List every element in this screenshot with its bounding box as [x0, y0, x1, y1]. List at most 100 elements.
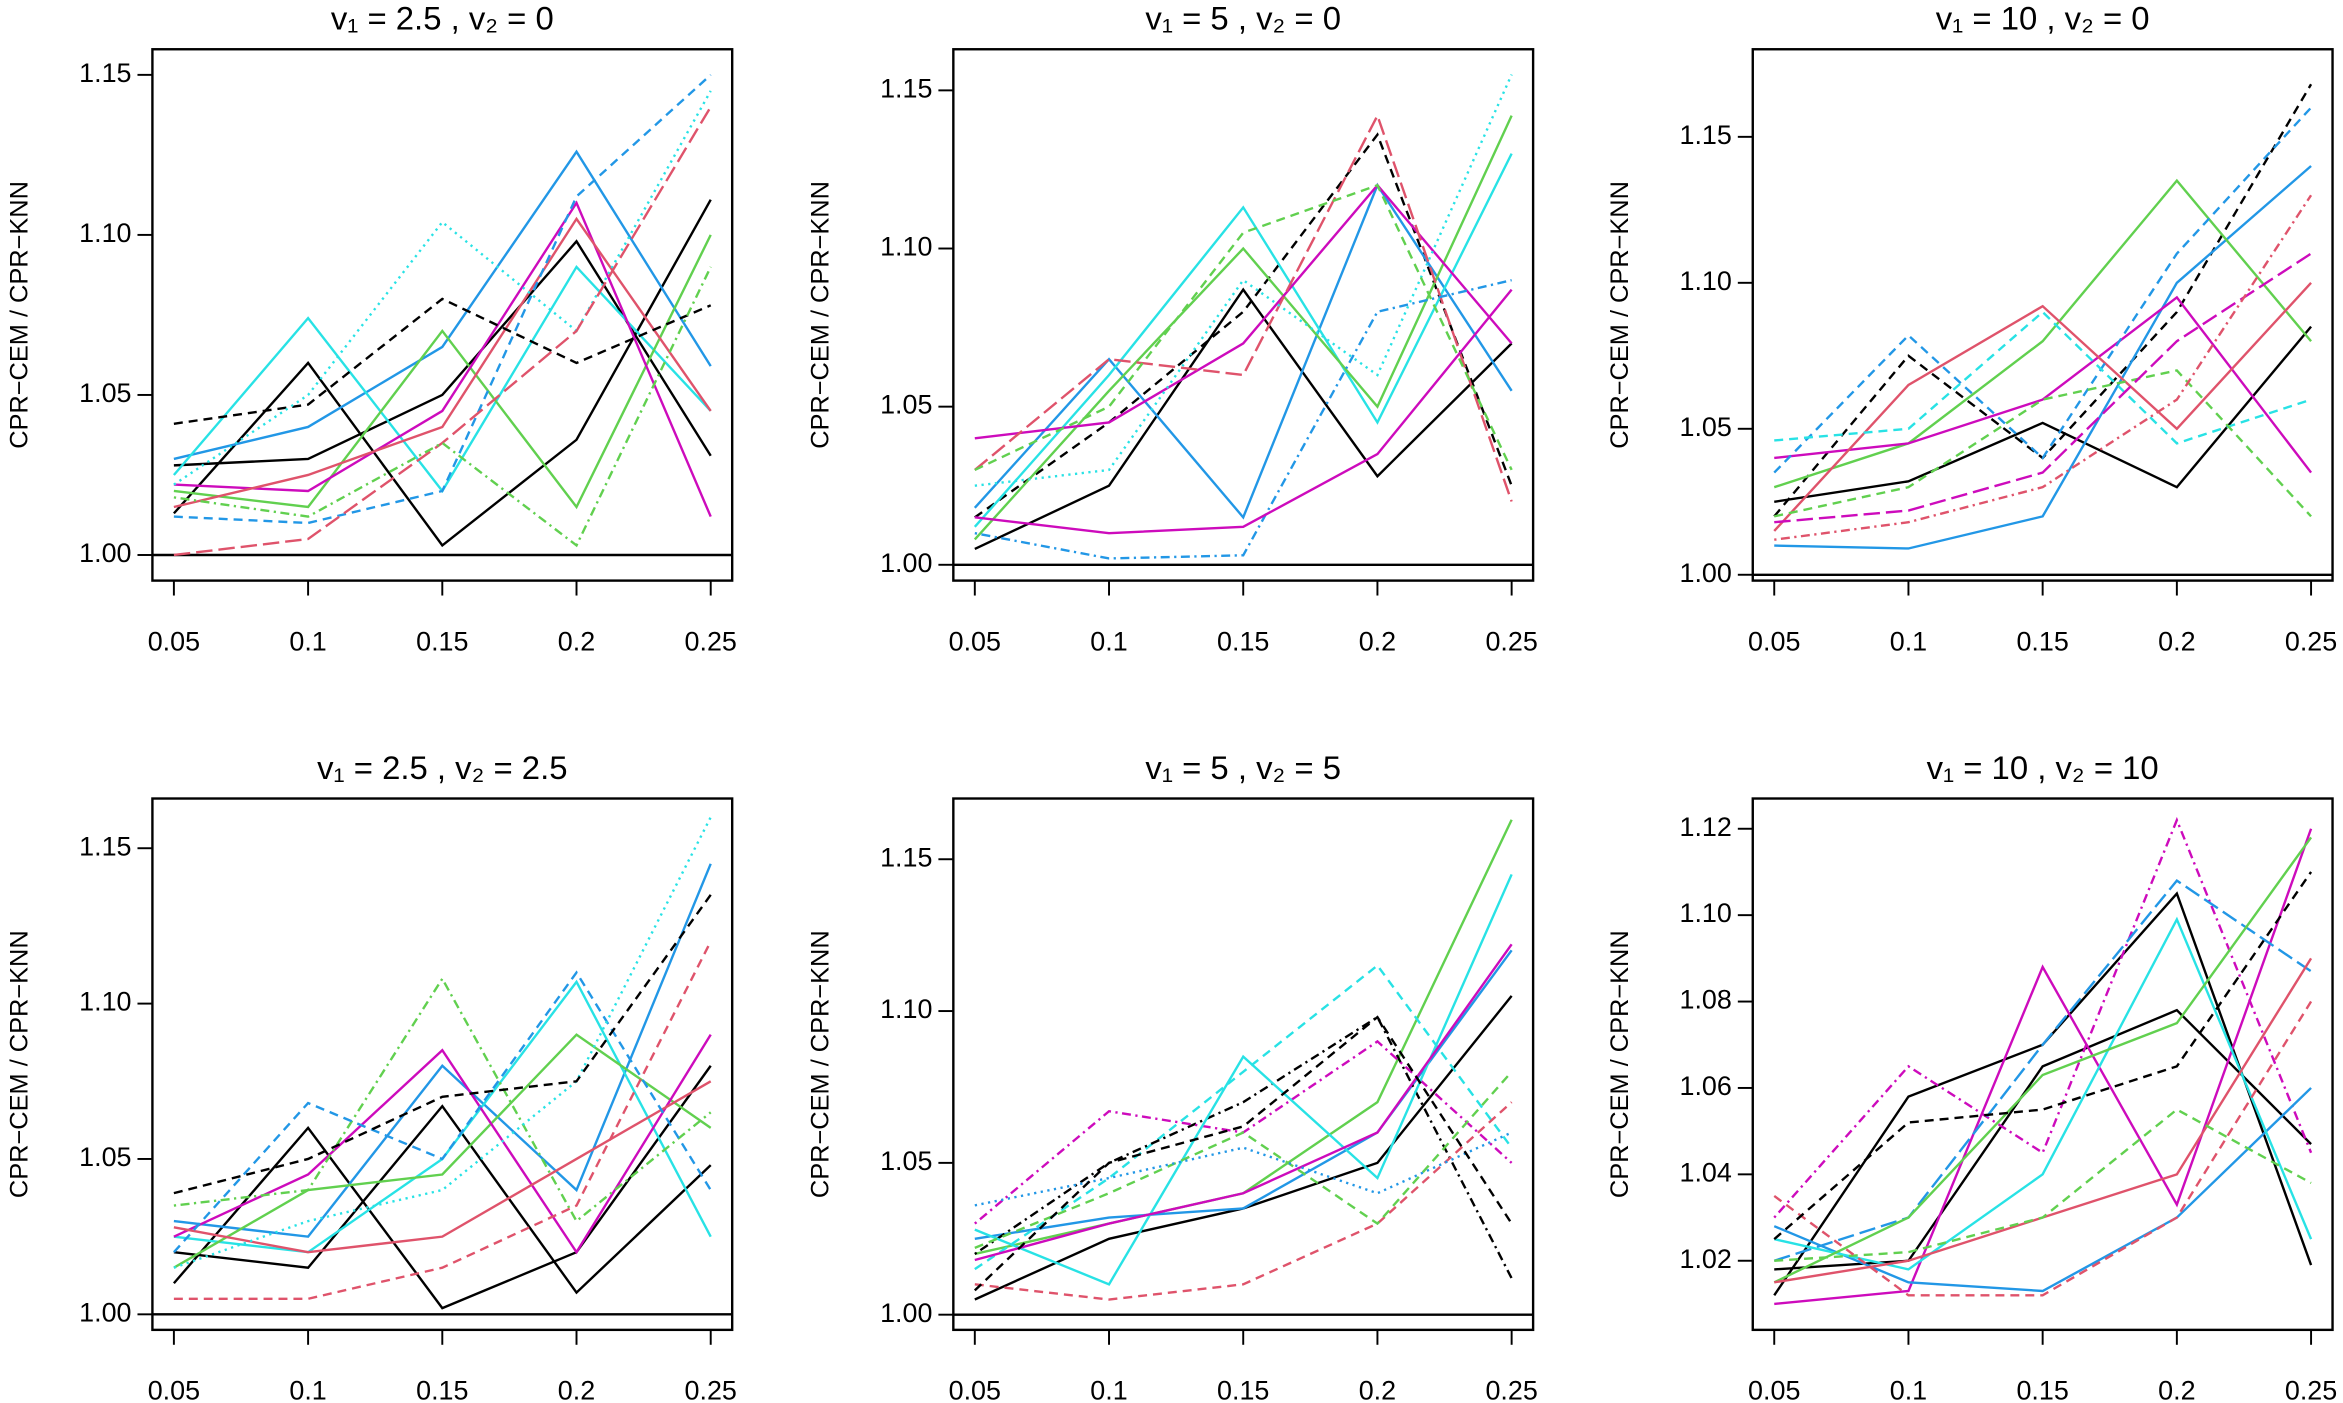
y-tick-label: 1.05 — [1680, 412, 1732, 442]
x-tick-label: 0.25 — [1485, 1376, 1537, 1403]
plot-frame — [952, 48, 1535, 582]
x-tick-label: 0.05 — [1748, 626, 1800, 656]
series-line — [1773, 1000, 2313, 1297]
series-line — [173, 297, 712, 425]
series-line — [974, 963, 1513, 1271]
x-tick-label: 0.15 — [1217, 1376, 1269, 1403]
x-tick-label: 0.2 — [558, 626, 595, 656]
series-line — [173, 1033, 712, 1269]
series-line — [172, 1065, 712, 1310]
y-tick-label: 1.05 — [79, 1142, 131, 1172]
series-line — [1773, 816, 2313, 1219]
x-tick-label: 0.05 — [949, 1376, 1001, 1403]
series-line — [172, 970, 712, 1253]
y-tick-label: 1.04 — [1680, 1157, 1732, 1187]
x-tick-label: 0.25 — [685, 1376, 737, 1403]
series-line — [974, 1131, 1513, 1207]
y-tick-label: 1.05 — [880, 1146, 932, 1176]
y-axis-label: CPR−CEM / CPR−KNN — [807, 181, 835, 449]
x-tick-label: 0.05 — [1748, 1376, 1800, 1403]
series-line — [973, 115, 1513, 541]
series-line — [974, 278, 1512, 560]
x-tick-label: 0.1 — [1090, 626, 1127, 656]
x-tick-label: 0.25 — [2285, 626, 2337, 656]
y-tick-label: 1.00 — [79, 538, 131, 568]
series-line — [1774, 310, 2312, 445]
x-tick-label: 0.15 — [416, 626, 468, 656]
series-line — [172, 199, 712, 548]
series-line — [974, 288, 1513, 535]
series-line — [173, 979, 712, 1254]
panel-title: v₁ = 5 , v₂ = 5 — [1145, 749, 1341, 786]
y-tick-label: 1.10 — [1680, 898, 1732, 928]
series-line — [173, 940, 712, 1300]
y-axis-label: CPR−CEM / CPR−KNN — [6, 930, 34, 1198]
series-line — [1773, 83, 2313, 518]
y-axis-label: CPR−CEM / CPR−KNN — [807, 930, 835, 1198]
series-line — [1774, 295, 2313, 474]
series-line — [173, 200, 712, 518]
plot-frame — [151, 48, 734, 582]
series-line — [974, 183, 1513, 440]
series-line — [173, 816, 712, 1269]
series-line — [1774, 957, 2313, 1284]
series-line — [974, 995, 1513, 1301]
series-line — [1773, 178, 2312, 489]
series-line — [1773, 369, 2312, 518]
series-line — [173, 90, 712, 486]
series-line — [974, 287, 1513, 551]
series-line — [173, 234, 712, 510]
y-tick-label: 1.00 — [880, 1298, 932, 1328]
y-tick-label: 1.15 — [880, 842, 932, 872]
x-tick-label: 0.25 — [685, 626, 737, 656]
x-tick-label: 0.25 — [1485, 626, 1537, 656]
series-line — [974, 183, 1513, 471]
y-tick-label: 1.10 — [880, 232, 932, 262]
x-tick-label: 0.2 — [1359, 626, 1396, 656]
series-line — [173, 149, 712, 461]
series-line — [974, 1070, 1513, 1249]
x-tick-label: 0.2 — [558, 1376, 595, 1403]
y-tick-label: 1.15 — [79, 831, 131, 861]
x-tick-label: 0.05 — [148, 1376, 200, 1403]
series-line — [172, 264, 712, 494]
y-axis-label: CPR−CEM / CPR−KNN — [1606, 181, 1634, 449]
y-tick-label: 1.10 — [79, 987, 131, 1017]
x-tick-label: 0.1 — [289, 1376, 326, 1403]
x-tick-label: 0.15 — [2016, 1376, 2068, 1403]
y-tick-label: 1.10 — [1680, 266, 1732, 296]
panel-title: v₁ = 5 , v₂ = 0 — [1145, 0, 1341, 37]
series-line — [974, 873, 1513, 1286]
plot-frame — [1751, 48, 2334, 582]
x-tick-label: 0.15 — [416, 1376, 468, 1403]
plot-frame — [151, 797, 734, 1332]
y-tick-label: 1.00 — [1680, 558, 1732, 588]
panel-title: v₁ = 2.5 , v₂ = 0 — [331, 0, 554, 37]
series-line — [1773, 106, 2312, 474]
x-tick-label: 0.15 — [1217, 626, 1269, 656]
series-line — [173, 1104, 712, 1295]
series-line — [173, 976, 712, 1223]
series-line — [173, 1080, 712, 1254]
series-line — [974, 1015, 1513, 1279]
y-axis-label: CPR−CEM / CPR−KNN — [1606, 930, 1634, 1198]
x-tick-label: 0.15 — [2016, 626, 2068, 656]
series-line — [173, 73, 712, 525]
series-line — [1773, 916, 2313, 1271]
series-line — [973, 1015, 1513, 1292]
series-line — [1773, 1087, 2312, 1293]
panel-title: v₁ = 10 , v₂ = 10 — [1927, 749, 2159, 786]
plot-frame — [952, 797, 1535, 1332]
panel-title: v₁ = 10 , v₂ = 0 — [1936, 0, 2150, 37]
series-line — [1774, 194, 2313, 541]
y-tick-label: 1.15 — [1680, 120, 1732, 150]
series-line — [974, 112, 1513, 502]
y-tick-label: 1.12 — [1680, 812, 1732, 842]
series-line — [173, 863, 712, 1238]
y-tick-label: 1.06 — [1680, 1071, 1732, 1101]
series-line — [1774, 828, 2313, 1306]
y-tick-label: 1.05 — [880, 390, 932, 420]
series-line — [1773, 282, 2312, 532]
